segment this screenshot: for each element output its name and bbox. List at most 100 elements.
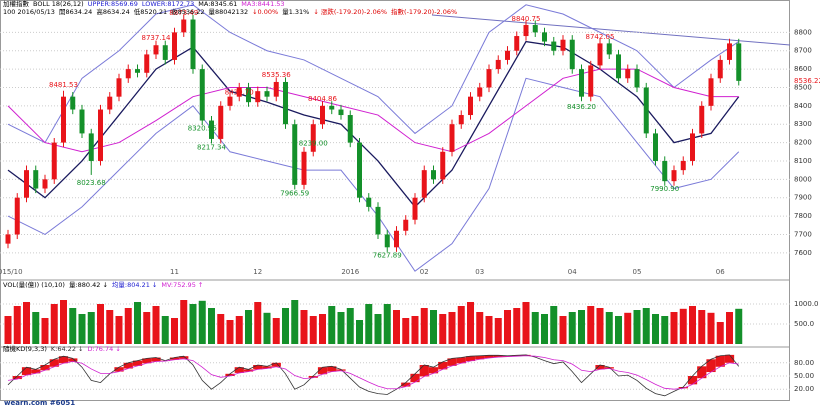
header-item: MA:8345.61: [198, 0, 238, 8]
candle-body: [653, 133, 658, 161]
y-tick-label: 1000.0: [794, 300, 819, 308]
volume-bar: [402, 318, 410, 344]
candle-body: [560, 39, 566, 51]
header-item: 加權指數: [3, 0, 29, 8]
candle-body: [440, 151, 446, 180]
y-tick-label: 8000: [794, 175, 812, 183]
volume-bar: [189, 304, 197, 344]
candle-body: [153, 45, 159, 55]
candle-body: [375, 206, 381, 235]
volume-bar: [254, 302, 262, 344]
price-annotation: 8217.34: [197, 143, 226, 151]
volume-bar: [115, 316, 123, 344]
frame: [0, 0, 790, 401]
overlay-line: [7, 40, 740, 208]
kd-fill: [419, 365, 429, 377]
candle-body: [144, 54, 150, 73]
candle-body: [310, 124, 316, 152]
candle-body: [606, 43, 612, 55]
candle-body: [551, 41, 557, 51]
x-tick-label: 02: [420, 268, 429, 276]
volume-bar: [143, 312, 151, 344]
kd-line: [7, 355, 739, 390]
volume-bar: [134, 302, 141, 344]
candle-body: [227, 96, 233, 106]
kd-fill: [262, 366, 272, 369]
header-item: K:64.22 ↓: [50, 345, 84, 353]
kd-fill: [271, 362, 281, 367]
candle-body: [532, 25, 538, 33]
candle-body: [14, 197, 20, 235]
overlay-line: [7, 68, 739, 153]
y-tick-label: 7800: [794, 212, 812, 220]
watermark: wearn.com #6051: [4, 399, 75, 407]
x-tick-label: 12: [253, 268, 262, 276]
volume-bar: [161, 316, 169, 344]
volume-bar: [87, 312, 95, 344]
price-annotation: 8481.53: [49, 81, 78, 89]
candle-body: [727, 43, 732, 60]
kd-fill: [465, 356, 476, 362]
candle-body: [690, 133, 695, 161]
volume-bar: [726, 312, 733, 344]
candle-body: [662, 160, 668, 182]
volume-bar: [198, 300, 206, 344]
header-item: 量88042132: [208, 8, 249, 16]
volume-bar: [13, 306, 21, 344]
header-item: 均量:804.21 ↓: [111, 281, 158, 289]
header-item: LOWER:8172.73: [141, 0, 195, 8]
candle-body: [107, 96, 113, 110]
header-item: ↓0.00%: [252, 8, 279, 16]
volume-bar: [124, 308, 132, 344]
candle-body: [246, 87, 251, 103]
kd-fill: [724, 354, 735, 363]
volume-bar: [504, 310, 511, 344]
candle-body: [569, 39, 575, 70]
header-item: MA3:8441.53: [241, 0, 285, 8]
volume-bar: [245, 310, 252, 344]
volume-bar: [707, 312, 715, 344]
volume-bar: [698, 310, 706, 344]
header-item: VOL(量(億)) (10,10): [3, 281, 65, 289]
candle-body: [33, 170, 39, 189]
kd-fill: [21, 367, 32, 376]
volume-bar: [485, 316, 493, 344]
header-item: ↓ 漲跌(-179.20)-2.06%: [313, 8, 388, 16]
volume-bar: [337, 312, 345, 344]
candle-body: [717, 59, 723, 79]
volume-bar: [263, 312, 271, 344]
price-annotation: 8840.75: [512, 15, 541, 23]
volume-bar: [41, 318, 49, 344]
kd-fill: [456, 357, 466, 364]
volume-bar: [50, 304, 58, 344]
candle-body: [394, 230, 399, 248]
volume-bar: [171, 318, 178, 344]
kd-fill: [706, 359, 716, 373]
kd-fill: [595, 365, 605, 370]
volume-bar: [587, 306, 595, 344]
volume-bar: [374, 314, 382, 344]
header-item: 開8634.24: [58, 8, 93, 16]
candle-body: [514, 36, 520, 51]
price-annotation: 8023.68: [77, 179, 106, 187]
kd-fill: [336, 369, 346, 371]
y-tick-label: 500.0: [794, 320, 814, 328]
price-annotation: 8436.20: [567, 103, 596, 111]
kd-fill: [428, 367, 439, 374]
volume-bar: [624, 312, 632, 344]
kd-fill: [308, 376, 318, 378]
kd-fill: [484, 355, 494, 358]
kd-fill: [12, 376, 22, 380]
volume-bar: [272, 318, 280, 344]
volume-bar: [661, 316, 669, 344]
kd-fill: [317, 367, 328, 375]
kd-fill: [40, 365, 50, 371]
volume-bar: [346, 308, 354, 344]
candle-body: [403, 219, 409, 231]
volume-bar: [291, 300, 299, 344]
y-tick-label: 7600: [794, 249, 812, 257]
y-tick-label: 8500: [794, 83, 812, 91]
volume-bar: [550, 306, 558, 344]
